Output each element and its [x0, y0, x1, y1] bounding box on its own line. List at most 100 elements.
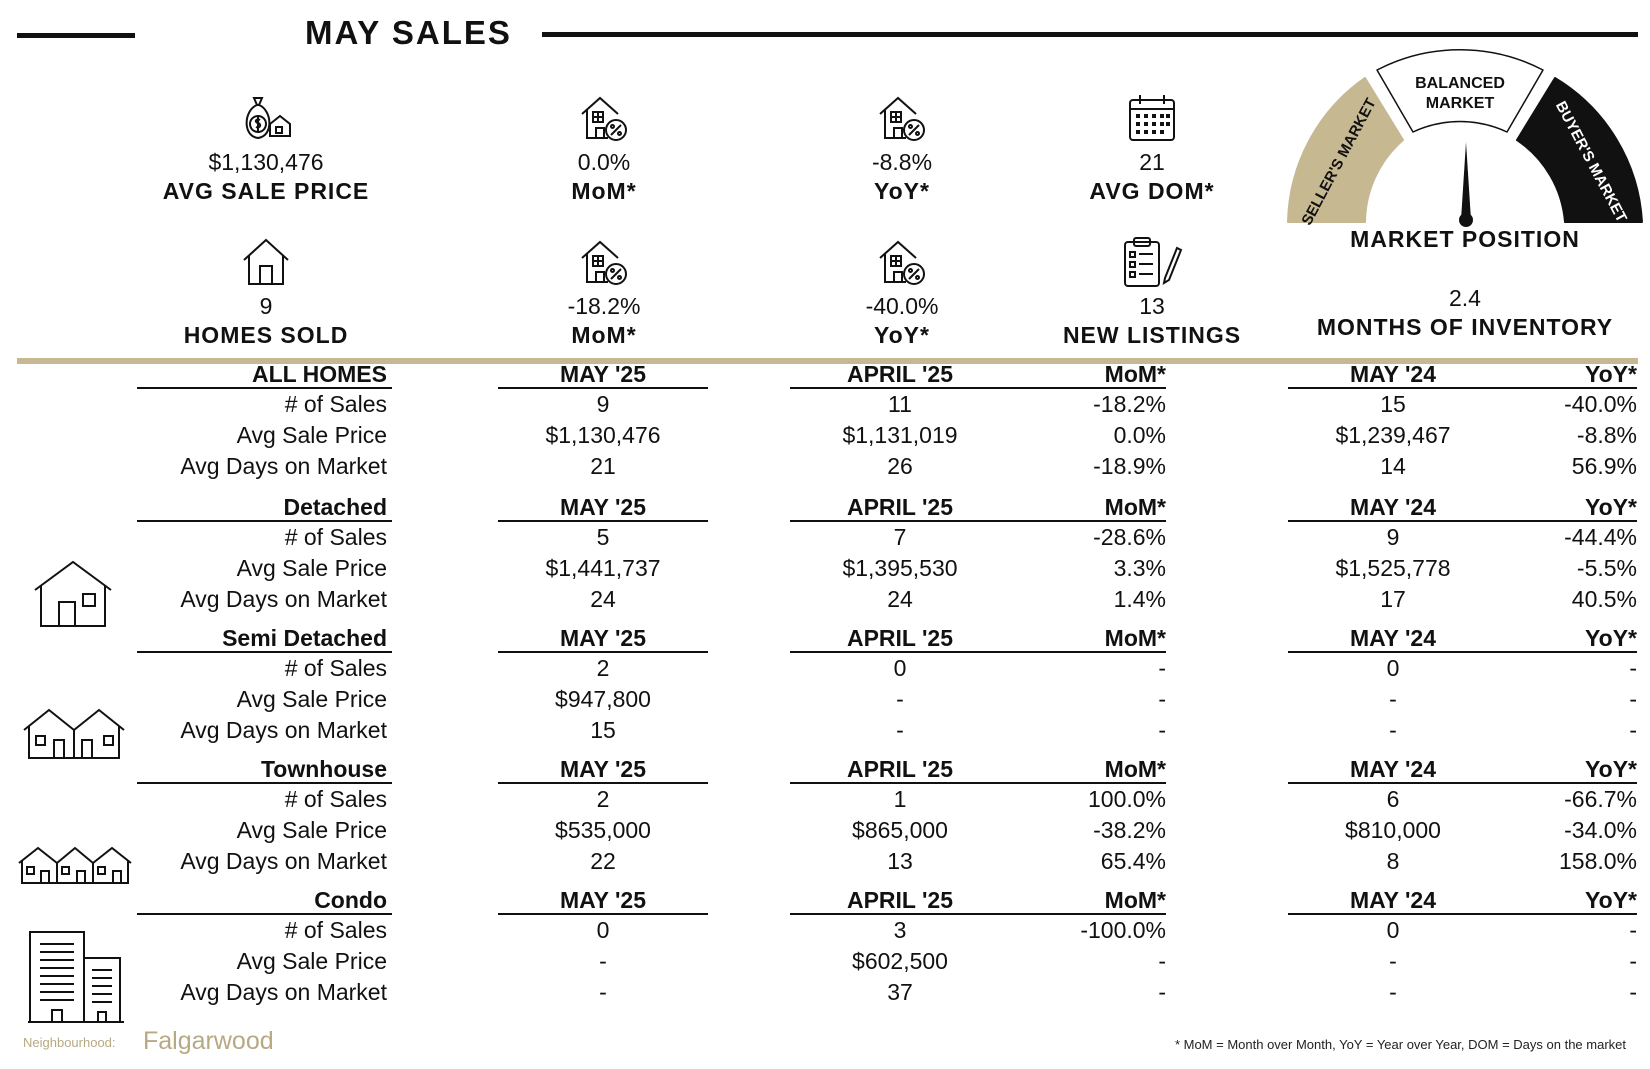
row-label: Avg Sale Price [236, 422, 387, 448]
gauge-buyer-segment [1516, 77, 1643, 223]
column-header-col-yoy: YoY* [1585, 887, 1637, 913]
table-cell-col-may-25: 0 [596, 917, 610, 943]
footnote: * MoM = Month over Month, YoY = Year ove… [1174, 1037, 1626, 1052]
table-cell-col-may-25: - [599, 948, 607, 974]
table-cell-col-may-25: $947,800 [555, 686, 651, 712]
stat-mom-sales: -18.2% MoM* [454, 232, 754, 350]
table-cell-col-mom: -18.9% [1093, 453, 1166, 479]
section-title: ALL HOMES [251, 361, 387, 387]
row-label: # of Sales [284, 917, 387, 943]
column-header-col-may-24: MAY '24 [1349, 494, 1437, 520]
header-underline [1288, 651, 1637, 653]
stat-homes-sold: 9 HOMES SOLD [116, 232, 416, 350]
table-cell-col-yoy: - [1629, 979, 1637, 1005]
header-underline [498, 782, 708, 784]
row-label: Avg Days on Market [180, 979, 387, 1005]
stat-label: AVG SALE PRICE [162, 178, 370, 204]
table-cell-col-yoy: 40.5% [1571, 586, 1637, 612]
neighbourhood-name: Falgarwood [143, 1027, 274, 1055]
header-underline [790, 782, 1166, 784]
table-cell-col-may-25: 5 [596, 524, 610, 550]
header-underline [498, 913, 708, 915]
semi-detached-house-icon [23, 708, 125, 759]
stat-label: HOMES SOLD [183, 322, 349, 348]
column-header-col-mom: MoM* [1104, 494, 1166, 520]
table-cell-col-may-25: 15 [590, 717, 616, 743]
table-cell-col-mom: 0.0% [1113, 422, 1166, 448]
gauge-balanced-label: BALANCED [1415, 75, 1505, 92]
header-underline [1288, 520, 1637, 522]
table-cell-col-may-24: 8 [1386, 848, 1400, 874]
header-underline [137, 520, 392, 522]
table-cell-col-yoy: - [1629, 686, 1637, 712]
stat-value: 9 [259, 293, 273, 319]
column-header-col-may-25: MAY '25 [559, 756, 647, 782]
column-header-col-may-24: MAY '24 [1349, 625, 1437, 651]
neighbourhood-label: Neighbourhood: [23, 1035, 116, 1050]
table-cell-col-april-25: 3 [893, 917, 907, 943]
table-cell-col-may-24: - [1389, 717, 1397, 743]
table-cell-col-yoy: - [1629, 717, 1637, 743]
stat-yoy-sales: -40.0% YoY* [752, 232, 1052, 350]
row-label: # of Sales [284, 655, 387, 681]
table-cell-col-may-24: 15 [1380, 391, 1406, 417]
table-cell-col-may-24: $810,000 [1345, 817, 1441, 843]
table-cell-col-april-25: $865,000 [852, 817, 948, 843]
column-header-col-mom: MoM* [1104, 625, 1166, 651]
table-cell-col-may-24: $1,525,778 [1335, 555, 1451, 581]
section-title: Condo [314, 887, 387, 913]
header-underline [1288, 782, 1637, 784]
table-cell-col-may-24: - [1389, 686, 1397, 712]
table-cell-col-mom: -28.6% [1093, 524, 1166, 550]
gauge-seller-segment [1287, 77, 1404, 223]
table-cell-col-yoy: - [1629, 655, 1637, 681]
table-cell-col-may-24: - [1389, 948, 1397, 974]
column-header-col-april-25: APRIL '25 [846, 494, 954, 520]
market-position-title: MARKET POSITION [1350, 226, 1580, 252]
table-cell-col-april-25: - [896, 717, 904, 743]
table-cell-col-mom: 65.4% [1100, 848, 1166, 874]
row-label: Avg Days on Market [180, 586, 387, 612]
table-cell-col-may-24: 14 [1380, 453, 1406, 479]
stat-months-inventory: 2.4 MONTHS OF INVENTORY [1270, 284, 1650, 342]
gauge-balanced-label: MARKET [1426, 95, 1495, 112]
market-position-gauge: BALANCED MARKET SELLER'S MARKET BUYER'S … [1287, 48, 1643, 228]
table-cell-col-may-24: 0 [1386, 655, 1400, 681]
header-underline [498, 387, 708, 389]
table-cell-col-may-24: 0 [1386, 917, 1400, 943]
stat-mom-price: 0.0% MoM* [454, 88, 754, 206]
table-cell-col-mom: 3.3% [1113, 555, 1166, 581]
stat-label: YoY* [874, 178, 930, 204]
row-label: Avg Days on Market [180, 717, 387, 743]
table-cell-col-april-25: 11 [888, 391, 912, 417]
column-header-col-mom: MoM* [1104, 756, 1166, 782]
table-cell-col-mom: 100.0% [1087, 786, 1166, 812]
house-percent-icon [752, 232, 1052, 288]
table-cell-col-may-25: 22 [590, 848, 616, 874]
stat-label: MoM* [571, 178, 637, 204]
column-header-col-april-25: APRIL '25 [846, 756, 954, 782]
table-cell-col-april-25: 0 [893, 655, 907, 681]
table-cell-col-may-25: $535,000 [555, 817, 651, 843]
header-underline [790, 520, 1166, 522]
row-label: Avg Sale Price [236, 555, 387, 581]
stat-yoy-price: -8.8% YoY* [752, 88, 1052, 206]
stat-value: -8.8% [871, 149, 933, 175]
calendar-icon [1002, 88, 1302, 144]
column-header-col-may-24: MAY '24 [1349, 887, 1437, 913]
column-header-col-may-25: MAY '25 [559, 361, 647, 387]
stat-new-listings: 13 NEW LISTINGS [1002, 232, 1302, 350]
clipboard-pen-icon [1002, 232, 1302, 288]
table-cell-col-april-25: - [896, 686, 904, 712]
house-percent-icon [454, 232, 754, 288]
table-cell-col-april-25: $602,500 [852, 948, 948, 974]
table-cell-col-mom: - [1158, 948, 1166, 974]
table-cell-col-mom: - [1158, 979, 1166, 1005]
column-header-col-april-25: APRIL '25 [846, 887, 954, 913]
stat-avg-dom: 21 AVG DOM* [1002, 88, 1302, 206]
table-cell-col-april-25: 24 [887, 586, 913, 612]
house-percent-icon [454, 88, 754, 144]
table-cell-col-april-25: 7 [893, 524, 907, 550]
table-cell-col-yoy: -44.4% [1564, 524, 1637, 550]
section-title: Townhouse [260, 756, 387, 782]
